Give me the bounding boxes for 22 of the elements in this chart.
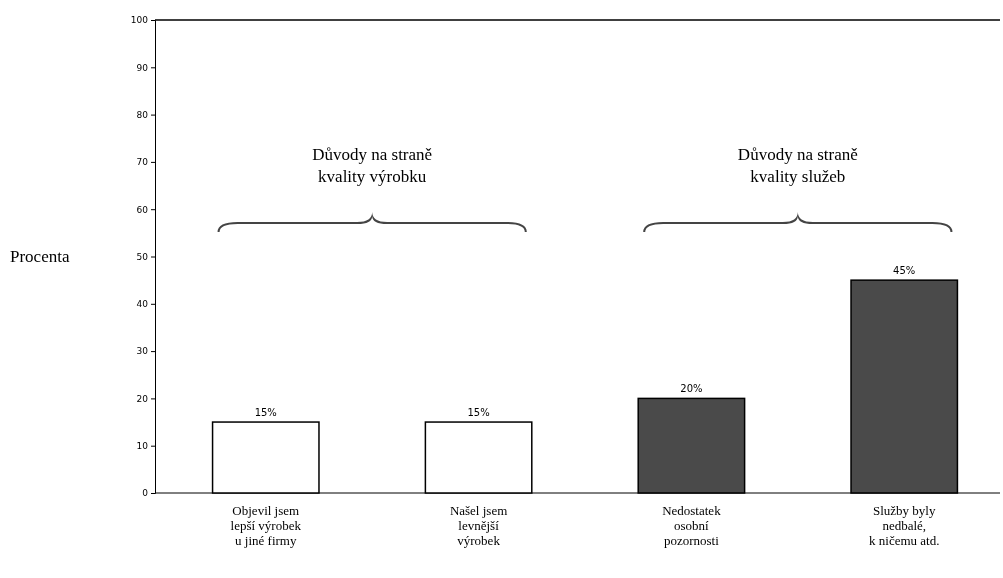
x-tick-label: Služby byly nedbalé, k ničemu atd. — [869, 503, 940, 548]
y-tick-label: 10 — [136, 441, 149, 452]
y-tick-label: 40 — [136, 299, 149, 310]
data-label: 15% — [254, 407, 277, 419]
y-tick-label: 70 — [136, 157, 149, 168]
y-tick-label: 50 — [136, 251, 149, 262]
data-label: 20% — [680, 383, 703, 395]
annotation: Důvody na straně kvality výrobku — [312, 145, 433, 186]
annotation: Důvody na straně kvality služeb — [737, 145, 858, 186]
y-axis-title: Procenta — [10, 247, 70, 266]
y-tick-label: 30 — [136, 346, 149, 357]
data-label: 45% — [893, 265, 916, 277]
data-label: 15% — [467, 407, 490, 419]
y-tick-label: 0 — [142, 488, 149, 499]
x-tick-label: Nedostatek osobní pozornosti — [662, 503, 722, 548]
y-tick-label: 60 — [136, 204, 149, 215]
y-tick-label: 90 — [136, 62, 149, 73]
y-tick-label: 100 — [130, 15, 149, 26]
y-tick-label: 80 — [136, 109, 149, 120]
x-tick-label: Našel jsem levnější výrobek — [449, 503, 508, 548]
x-tick-label: Objevil jsem lepší výrobek u jiné firmy — [230, 503, 302, 548]
y-tick-label: 20 — [136, 393, 149, 404]
